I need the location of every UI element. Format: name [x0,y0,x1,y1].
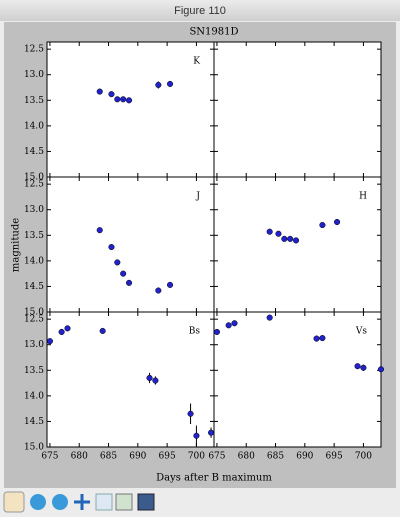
marker [213,328,220,335]
x-axis-label: Days after B maximum [156,473,272,484]
y-tick-label: 14.5 [24,147,44,157]
y-tick-label: 13.5 [24,231,44,241]
marker [231,320,238,327]
marker [108,91,115,98]
axes [213,41,382,178]
marker [96,88,103,95]
marker [155,81,162,89]
marker [58,328,65,335]
marker [64,325,71,332]
marker [266,314,273,321]
y-tick-label: 13.0 [24,205,44,215]
y-tick-label: 13.0 [24,70,44,80]
marker [193,432,200,439]
axes [213,311,382,448]
back-button[interactable] [30,494,46,510]
x-tick-label: 700 [188,452,205,462]
zoom-button[interactable] [95,493,113,511]
forward-button[interactable] [52,494,68,510]
x-tick-label: 690 [129,452,146,462]
y-tick-label: 15.0 [24,173,44,183]
marker [120,96,127,103]
y-tick-label: 15.0 [24,308,44,318]
marker [334,218,341,226]
marker [187,410,194,417]
marker [152,377,159,384]
x-tick-label: 695 [326,452,343,462]
panel-label: K [193,57,200,67]
marker [125,279,133,286]
figure-title: SN1981D [189,27,238,38]
y-tick-label: 14.0 [24,256,44,266]
title-bar [0,0,400,21]
panel-label: J [195,192,200,202]
x-tick-label: 680 [71,452,88,462]
marker [377,366,385,373]
marker [287,235,294,242]
marker [292,237,300,244]
x-tick-label: 685 [100,452,117,462]
marker [354,363,361,370]
x-tick-label: 700 [355,452,372,462]
marker [225,322,232,329]
marker [360,364,367,371]
x-tick-label: 685 [267,452,284,462]
marker [275,230,282,237]
marker [108,244,115,251]
marker [208,429,215,436]
x-tick-label: 680 [238,452,255,462]
panel-label: Bs [189,327,201,337]
x-tick-label: 690 [296,452,313,462]
y-axis-label: magnitude [11,218,22,272]
panel-label: H [359,192,367,202]
y-tick-label: 12.5 [24,45,44,55]
y-tick-label: 14.5 [24,282,44,292]
marker [146,374,153,382]
x-tick-label: 695 [159,452,176,462]
y-tick-label: 13.5 [24,96,44,106]
marker [155,287,162,294]
marker [281,235,288,242]
marker [266,228,273,235]
marker [167,281,174,288]
marker [319,222,326,229]
y-tick-label: 14.0 [24,121,44,131]
marker [96,227,103,234]
axes [46,176,215,313]
subplots-button[interactable] [115,493,133,511]
y-tick-label: 15.0 [24,443,44,453]
marker [167,80,174,87]
axes [46,311,215,448]
y-tick-label: 13.5 [24,366,44,376]
axes [46,41,215,178]
y-tick-label: 12.5 [24,180,44,190]
y-tick-label: 14.0 [24,391,44,401]
marker [313,335,320,342]
y-tick-label: 12.5 [24,315,44,325]
marker [99,327,106,334]
window-title: Figure 110 [174,5,226,17]
marker [125,97,133,104]
x-tick-label: 675 [208,452,225,462]
marker [319,335,326,342]
home-button[interactable] [3,491,25,513]
panel-label: Vs [355,327,367,337]
marker [120,270,127,277]
x-tick-label: 675 [41,452,58,462]
y-tick-label: 14.5 [24,417,44,427]
marker [114,96,121,103]
save-button[interactable] [137,493,155,511]
y-tick-label: 13.0 [24,340,44,350]
marker [114,259,121,266]
pan-button[interactable] [74,494,90,510]
toolbar [3,491,155,513]
marker [46,338,53,345]
axes [213,176,382,313]
